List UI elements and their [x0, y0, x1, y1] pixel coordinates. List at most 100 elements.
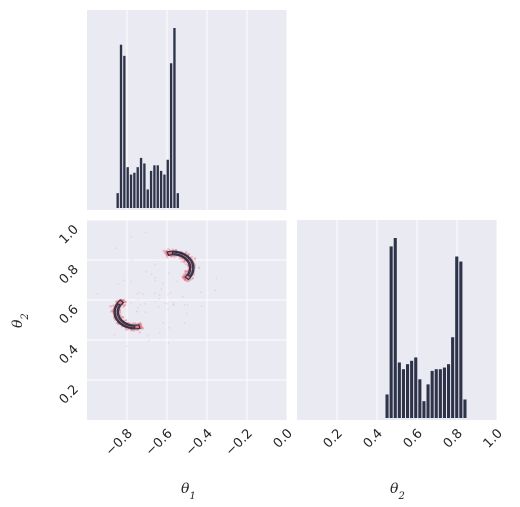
hist-theta2-bar-10: [426, 384, 430, 418]
scatter-point-687: [123, 304, 126, 307]
x-tick-theta2-0: 0.2: [321, 426, 346, 451]
scatter-point-253: [168, 252, 171, 255]
scatter-point-870: [172, 303, 175, 306]
scatter-point-67: [168, 252, 171, 255]
scatter-point-41: [168, 248, 171, 252]
x-axis-label-theta1-base: θ: [181, 481, 190, 497]
scatter-point-857: [122, 279, 125, 282]
hist-theta2-bar-9: [422, 401, 426, 418]
hist-theta1-bar-5: [133, 172, 136, 208]
scatter-point-864: [183, 322, 186, 324]
scatter-point-82: [166, 256, 169, 259]
scatter-point-465: [140, 325, 143, 328]
scatter-point-468: [110, 305, 113, 308]
scatter-point-388: [183, 261, 186, 264]
scatter-point-420: [134, 322, 137, 325]
scatter-point-489: [118, 301, 121, 305]
hist-theta1-bars: [116, 28, 179, 208]
scatter-point-500: [140, 326, 143, 329]
hist-theta1-bar-9: [146, 189, 149, 208]
scatter-point-869: [130, 280, 133, 283]
scatter-point-875: [168, 326, 171, 329]
scatter-point-885: [172, 304, 175, 306]
hist-theta1-bar-16: [169, 63, 173, 208]
x-axis-label-theta2-base: θ: [390, 481, 399, 497]
scatter-point-251: [183, 278, 187, 281]
scatter-point-562: [137, 322, 141, 325]
scatter-point-868: [161, 321, 164, 324]
hist-theta1-bar-2: [123, 55, 126, 208]
scatter-point-533: [139, 323, 142, 326]
scatter-point-43: [186, 269, 189, 273]
scatter-point-664: [121, 316, 124, 319]
scatter-point-416: [186, 264, 189, 267]
scatter-point-114: [187, 253, 190, 256]
hist-theta2-bar-2: [393, 238, 397, 418]
scatter-point-353: [184, 278, 187, 281]
scatter-point-863: [158, 294, 161, 297]
scatter-point-565: [124, 300, 127, 303]
scatter-point-845: [113, 333, 116, 336]
hist-theta2-bar-13: [438, 369, 442, 418]
scatter-point-105: [167, 247, 170, 251]
joint-contours: [113, 250, 195, 330]
scatter-point-859: [158, 332, 161, 334]
hist-theta1-bar-1: [119, 44, 123, 208]
scatter-point-7: [173, 255, 176, 258]
scatter-point-120: [175, 248, 178, 251]
scatter-point-182: [162, 249, 165, 253]
scatter-point-892: [117, 283, 120, 286]
scatter-point-142: [184, 279, 187, 282]
scatter-point-226: [163, 251, 166, 255]
scatter-point-571: [133, 322, 136, 325]
contour-a-inner: [171, 251, 194, 278]
scatter-point-866: [154, 279, 157, 282]
scatter-point-730: [122, 299, 125, 303]
scatter-point-431: [124, 300, 127, 303]
scatter-point-477: [122, 304, 126, 308]
scatter-point-852: [115, 247, 117, 250]
scatter-point-287: [190, 255, 194, 258]
scatter-point-893: [166, 308, 169, 311]
x-tick-theta2-1: 0.4: [361, 426, 386, 451]
y-axis-label-theta2-sub: 2: [20, 313, 31, 320]
scatter-point-621: [119, 301, 122, 304]
scatter-point-842: [166, 302, 169, 305]
scatter-point-292: [190, 278, 193, 281]
x-tick-theta2-2: 0.6: [401, 426, 426, 451]
hist-theta2-bar-14: [442, 367, 446, 418]
scatter-point-303: [184, 269, 187, 272]
hist-theta2-bars: [385, 238, 467, 418]
scatter-point-874: [215, 277, 218, 280]
hist-theta1-bar-7: [139, 157, 143, 208]
scatter-point-854: [153, 292, 156, 295]
scatter-point-564: [115, 300, 118, 303]
scatter-point-145: [184, 278, 187, 281]
scatter-point-805: [119, 301, 122, 304]
scatter-point-894: [139, 304, 142, 306]
scatter-point-723: [124, 301, 128, 304]
x-tick-theta1-2: −0.4: [183, 426, 216, 459]
scatter-point-743: [140, 323, 143, 326]
y-tick-theta2-2: 0.6: [57, 302, 82, 327]
scatter-point-622: [140, 324, 143, 327]
hist-theta2-bar-6: [410, 360, 414, 418]
scatter-point-878: [130, 259, 133, 261]
scatter-point-231: [184, 277, 187, 281]
scatter-point-596: [130, 328, 134, 331]
scatter-point-234: [194, 258, 197, 261]
scatter-point-573: [134, 322, 137, 326]
scatter-point-705: [140, 327, 143, 330]
scatter-point-600: [121, 315, 124, 319]
scatter-point-888: [200, 291, 202, 294]
scatter-point-872: [183, 304, 186, 306]
scatter-point-887: [182, 295, 184, 298]
scatter-point-433: [109, 305, 112, 308]
x-tick-theta1-0: −0.8: [103, 426, 136, 459]
scatter-point-841: [167, 342, 170, 345]
scatter-point-670: [119, 314, 122, 317]
scatter-point-34: [186, 280, 189, 283]
hist-theta1-bar-10: [149, 170, 153, 208]
x-tick-theta1-1: −0.6: [143, 426, 176, 459]
